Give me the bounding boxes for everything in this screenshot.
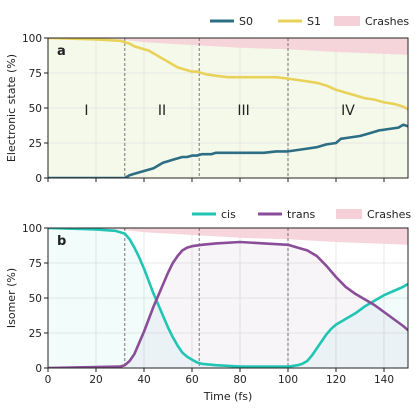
legend-label: cis (221, 208, 236, 221)
y-tick-label: 25 (29, 328, 42, 340)
legend-item: cis (192, 208, 236, 221)
legend-label: Crashes (367, 208, 411, 221)
trans-line (48, 240, 408, 368)
legend-item: S0 (210, 15, 253, 28)
x-tick-label: 40 (137, 374, 150, 386)
cis-line (48, 228, 408, 368)
plot-area (48, 228, 408, 368)
panel-letter: b (57, 234, 66, 249)
legend-item: Crashes (334, 15, 409, 28)
x-tick-label: 100 (278, 374, 298, 386)
y-axis-label: Electronic state (%) (5, 54, 18, 162)
y-tick-label: 25 (29, 138, 42, 150)
y-tick-label: 0 (35, 173, 42, 185)
crashes-area (48, 38, 408, 55)
S1-line (48, 38, 408, 111)
x-tick-label: 120 (326, 374, 346, 386)
legend-item: Crashes (336, 208, 411, 221)
legend-swatch-crashes (336, 209, 362, 219)
region-label: I (84, 103, 88, 119)
region-label: III (237, 103, 249, 119)
legend-label: Crashes (365, 15, 409, 28)
x-axis-label: Time (fs) (203, 390, 253, 403)
y-tick-label: 75 (29, 68, 42, 80)
x-tick-label: 20 (89, 374, 102, 386)
panel-letter: a (57, 44, 66, 59)
legend-item: trans (258, 208, 316, 221)
legend-item: S1 (278, 15, 321, 28)
y-tick-label: 50 (29, 103, 42, 115)
trans-area-fill (48, 242, 408, 368)
y-tick-label: 0 (35, 363, 42, 375)
plot-area (48, 38, 408, 178)
x-tick-label: 140 (374, 374, 394, 386)
legend-label: S0 (239, 15, 253, 28)
cis-area-fill (48, 228, 408, 368)
S0-line (48, 123, 408, 178)
y-tick-label: 50 (29, 293, 42, 305)
legend-label: S1 (307, 15, 321, 28)
y-axis-label: Isomer (%) (5, 268, 18, 328)
crashes-area (48, 228, 408, 245)
y-tick-label: 100 (22, 33, 42, 45)
y-tick-label: 75 (29, 258, 42, 270)
legend-label: trans (287, 208, 316, 221)
x-tick-label: 80 (233, 374, 246, 386)
legend-swatch-crashes (334, 16, 360, 26)
y-tick-label: 100 (22, 223, 42, 235)
panel-b: b 0 20 40 60 80 100 120 140 0 25 50 75 100 Isomer (%) T… (5, 208, 411, 403)
x-tick-label: 0 (45, 374, 52, 386)
region-label: II (158, 103, 166, 119)
x-tick-label: 60 (185, 374, 198, 386)
region-label: IV (341, 103, 355, 119)
